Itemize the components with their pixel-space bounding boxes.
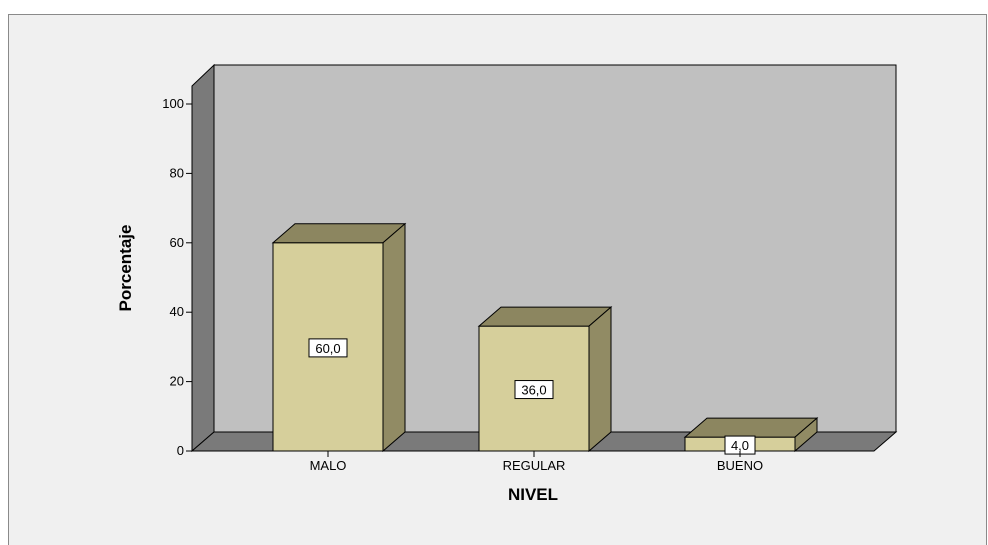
value-label-box bbox=[514, 380, 554, 400]
y-tick-label: 0 bbox=[177, 443, 184, 458]
y-tick-label: 20 bbox=[170, 374, 184, 389]
bar-side bbox=[794, 417, 818, 453]
y-tick-label: 40 bbox=[170, 304, 184, 319]
bar-malo: 60,0 bbox=[271, 222, 407, 453]
x-tick-label: REGULAR bbox=[503, 458, 566, 473]
value-label: 4,0 bbox=[731, 438, 749, 453]
bar-side bbox=[588, 305, 612, 453]
bar-top bbox=[271, 223, 407, 244]
value-label: 36,0 bbox=[521, 383, 546, 398]
y-tick-label: 100 bbox=[162, 96, 184, 111]
x-axis-title: NIVEL bbox=[508, 485, 558, 504]
y-axis-title: Porcentaje bbox=[116, 225, 135, 312]
y-tick-label: 80 bbox=[170, 165, 184, 180]
y-tick-label: 60 bbox=[170, 235, 184, 250]
bar-side bbox=[382, 222, 406, 453]
x-tick-label: BUENO bbox=[717, 458, 763, 473]
bar-top bbox=[477, 306, 613, 327]
x-tick-label: MALO bbox=[310, 458, 347, 473]
value-label-box bbox=[308, 338, 348, 358]
y-axis-ticks: 0 20 40 60 80 100 bbox=[162, 96, 192, 458]
bar-top bbox=[683, 417, 819, 438]
value-label: 60,0 bbox=[315, 341, 340, 356]
bars: 60,0 36,0 4,0 bbox=[271, 222, 819, 455]
bar-regular: 36,0 bbox=[477, 305, 613, 453]
side-wall bbox=[191, 63, 215, 453]
x-axis-ticks: MALO REGULAR BUENO bbox=[310, 451, 763, 473]
bar-bueno: 4,0 bbox=[683, 417, 819, 455]
